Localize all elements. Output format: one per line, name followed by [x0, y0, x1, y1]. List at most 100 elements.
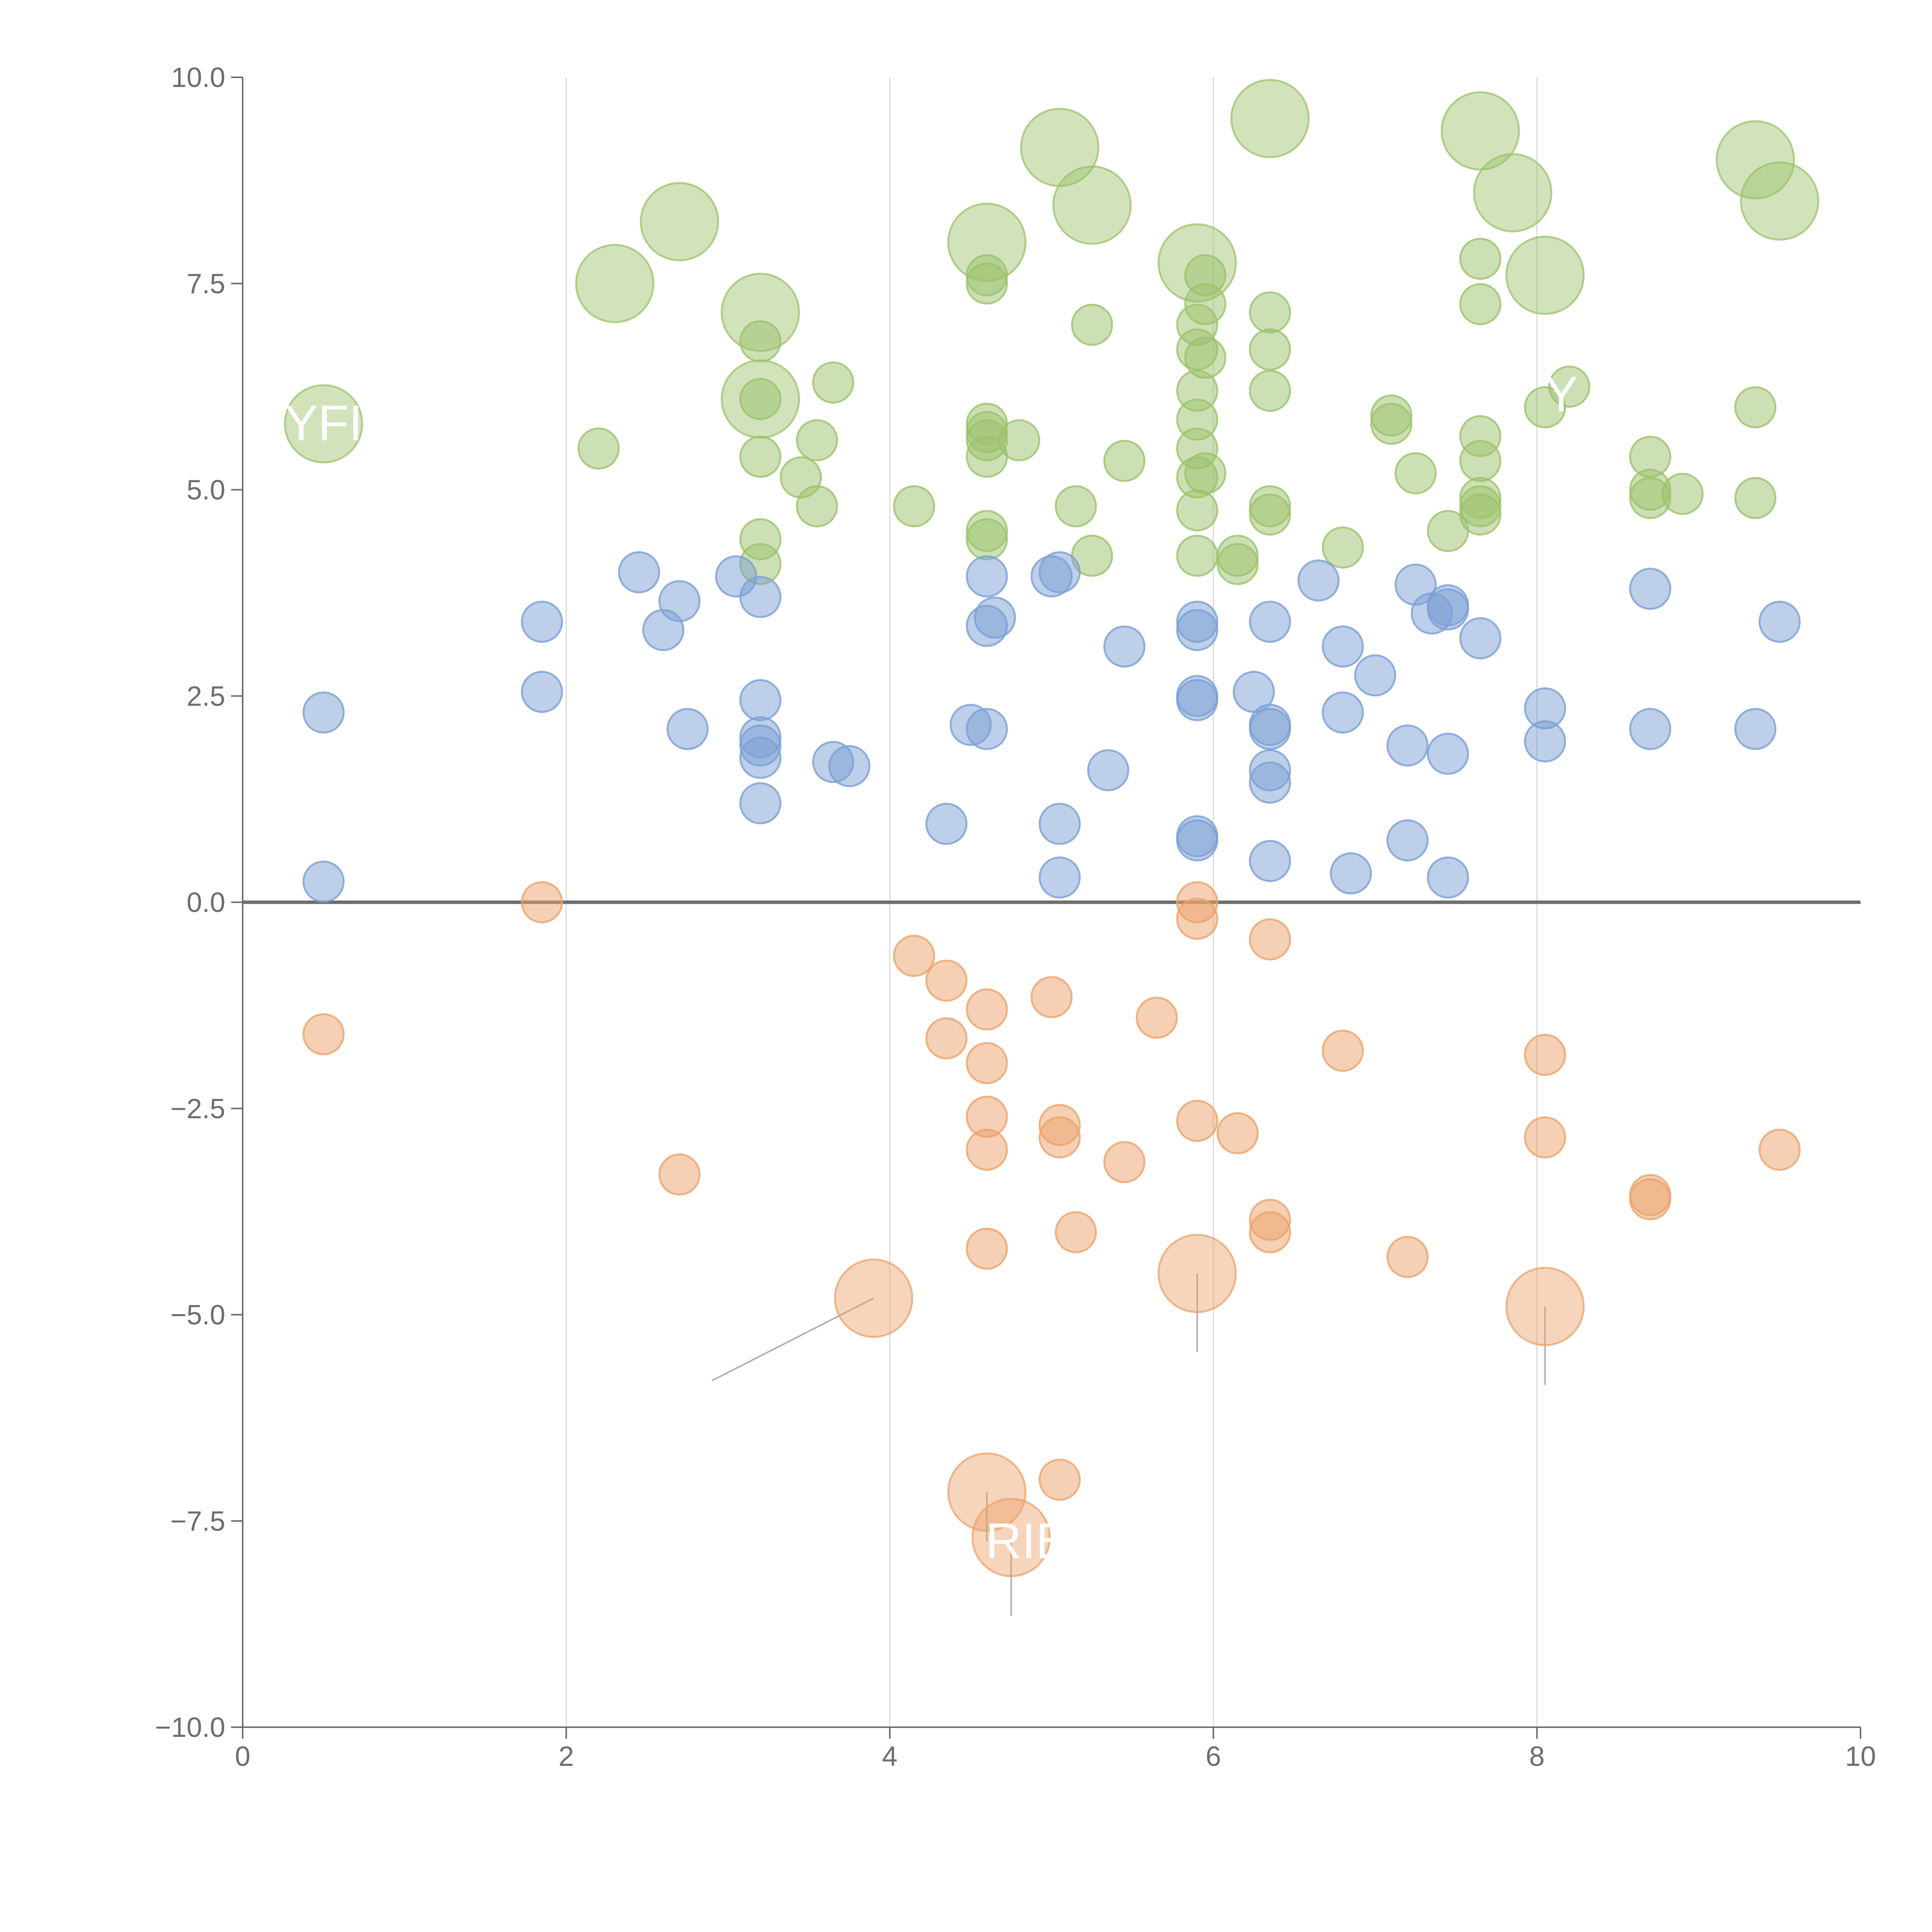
green-large-point — [1157, 223, 1237, 303]
blue-point — [1427, 733, 1469, 775]
blue-point — [1321, 625, 1364, 668]
green-point — [1071, 304, 1113, 346]
green-point — [1370, 394, 1413, 437]
x-tick-label: 2 — [558, 1741, 574, 1772]
green-point — [998, 419, 1041, 461]
orange-point — [893, 935, 935, 977]
orange-point — [966, 988, 1008, 1031]
orange-point — [1038, 1459, 1081, 1501]
green-large-point — [1505, 235, 1585, 315]
blue-point — [1176, 609, 1218, 651]
y-tick-label: −10.0 — [155, 1712, 225, 1743]
orange-point — [1629, 1178, 1672, 1221]
green-point — [1103, 440, 1146, 482]
blue-point — [1176, 679, 1218, 721]
blue-point — [1524, 720, 1566, 763]
blue-point — [302, 691, 345, 734]
blue-point — [521, 600, 563, 643]
blue-point — [739, 782, 782, 825]
y-tick-label: 0.0 — [187, 887, 225, 918]
blue-point — [1427, 588, 1469, 631]
green-point — [1734, 386, 1777, 429]
tick-labels: 0 2 4 6 8 10 −10.0 −7.5 −5.0 −2.5 0.0 2.5 5.0 7.5 10.0 — [155, 62, 1876, 1772]
blue-point — [521, 671, 563, 713]
green-large-point — [1230, 79, 1310, 158]
orange-large-point — [947, 1452, 1027, 1532]
orange-point — [521, 881, 563, 923]
blue-point — [1103, 625, 1146, 668]
y-tick-label: 7.5 — [187, 269, 225, 299]
orange-point — [1321, 1029, 1364, 1072]
orange-point — [925, 959, 968, 1002]
green-point — [1184, 337, 1226, 379]
green-large-point — [721, 272, 800, 352]
orange-point — [1136, 997, 1178, 1039]
x-tick-label: 8 — [1529, 1741, 1545, 1772]
x-tick-label: 10 — [1845, 1741, 1876, 1772]
blue-point — [658, 580, 701, 622]
green-point — [1249, 485, 1291, 527]
orange-large-point — [971, 1498, 1051, 1577]
green-point — [739, 320, 782, 362]
orange-large-point — [1505, 1267, 1585, 1346]
blue-point — [1249, 840, 1291, 882]
blue-point — [974, 596, 1016, 639]
green-point — [1734, 477, 1777, 519]
green-large-point — [1052, 165, 1132, 245]
green-point — [1629, 435, 1672, 478]
green-point — [966, 518, 1008, 561]
blue-point — [1087, 749, 1129, 791]
y-tick-label: −2.5 — [170, 1094, 225, 1124]
blue-point — [1330, 852, 1372, 895]
bubble-annotation-label: RIB — [985, 1512, 1069, 1569]
blue-point — [666, 708, 709, 750]
green-point — [796, 485, 838, 527]
green-large-point — [1473, 153, 1553, 233]
orange-point — [925, 1017, 968, 1060]
green-point — [1249, 369, 1291, 412]
annotation-leader-lines — [711, 1273, 1546, 1616]
axes — [231, 77, 1861, 1739]
data-points — [284, 79, 1820, 1577]
blue-point — [739, 679, 782, 721]
blue-point — [739, 736, 782, 779]
green-point — [796, 419, 838, 461]
green-large-point — [1440, 91, 1520, 171]
blue-point — [1038, 551, 1081, 594]
orange-large-point — [1157, 1234, 1237, 1313]
x-tick-label: 0 — [235, 1741, 250, 1772]
blue-point — [1386, 819, 1429, 862]
green-point — [812, 361, 854, 404]
green-large-point — [1020, 107, 1099, 187]
blue-point — [1249, 761, 1291, 804]
blue-point — [1734, 708, 1777, 750]
y-tick-label: −7.5 — [170, 1506, 225, 1537]
blue-point — [1629, 568, 1672, 610]
orange-point — [1759, 1129, 1801, 1171]
orange-point — [1031, 976, 1073, 1019]
orange-point — [1524, 1034, 1566, 1076]
blue-point — [739, 576, 782, 618]
y-tick-label: 2.5 — [187, 681, 225, 712]
blue-point — [1038, 803, 1081, 845]
green-large-point — [1716, 120, 1795, 199]
orange-large-point — [834, 1259, 913, 1338]
green-point — [1459, 238, 1502, 280]
blue-point — [1176, 819, 1218, 862]
green-point — [1459, 415, 1502, 457]
blue-point — [1297, 559, 1340, 602]
x-tick-label: 4 — [882, 1741, 898, 1772]
green-point — [1054, 485, 1097, 527]
blue-point — [966, 555, 1008, 598]
green-point — [1321, 526, 1364, 569]
orange-point — [966, 1228, 1008, 1270]
green-point — [1395, 452, 1437, 495]
green-large-point — [575, 244, 655, 323]
bubble-annotation-label: Y — [1544, 366, 1578, 422]
green-point — [1216, 534, 1259, 577]
orange-point — [966, 1042, 1008, 1084]
blue-point — [1038, 856, 1081, 899]
blue-point — [1386, 724, 1429, 767]
blue-point — [302, 861, 345, 903]
